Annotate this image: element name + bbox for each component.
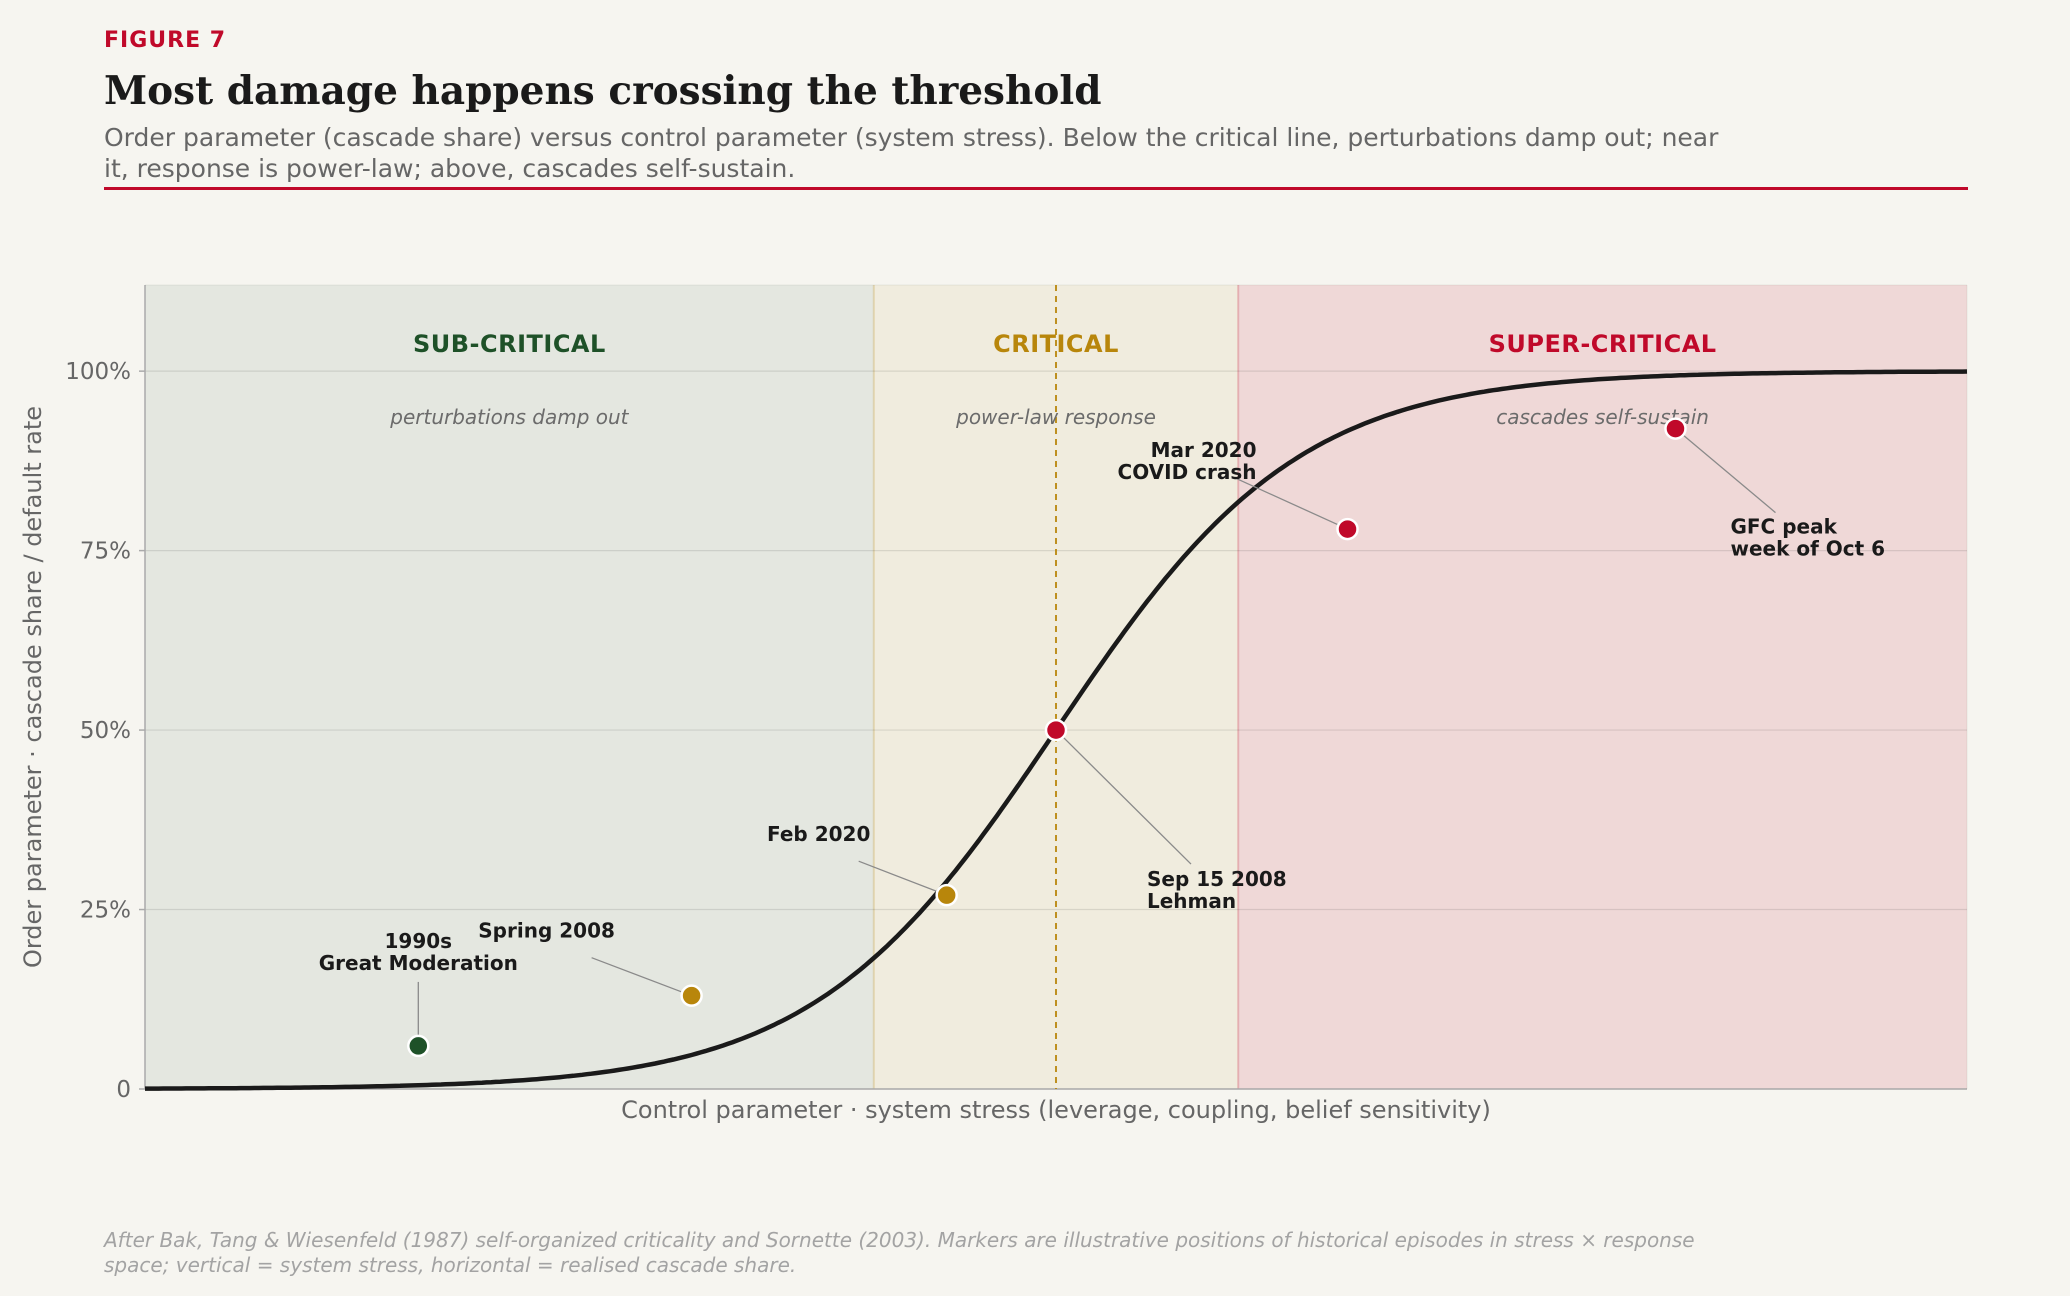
region-super-critical (1238, 285, 1967, 1089)
episode-point (935, 883, 958, 907)
chart-subtitle: Order parameter (cascade share) versus c… (104, 123, 1719, 183)
point-label: Great Moderation (319, 951, 518, 975)
y-tick-label: 75% (80, 539, 131, 565)
source-caption: After Bak, Tang & Wiesenfeld (1987) self… (104, 1228, 1695, 1277)
region-title: CRITICAL (993, 330, 1119, 358)
point-label: Spring 2008 (478, 919, 615, 943)
y-tick-label: 50% (80, 718, 131, 744)
point-label: Feb 2020 (767, 822, 870, 846)
y-axis-label: Order parameter · cascade share / defaul… (19, 406, 47, 968)
title-rule (104, 187, 1968, 190)
region-title: SUPER-CRITICAL (1489, 330, 1717, 358)
region-note: perturbations damp out (389, 405, 629, 429)
point-label: Lehman (1147, 889, 1236, 913)
annotation-leader (858, 860, 947, 896)
y-tick-label: 100% (65, 359, 131, 385)
y-tick-label: 25% (80, 898, 131, 924)
point-label: week of Oct 6 (1730, 537, 1885, 561)
annotation-leader (1055, 729, 1192, 865)
annotation-leader (1237, 478, 1348, 530)
annotation-leader (591, 957, 692, 997)
chart-title: Most damage happens crossing the thresho… (104, 68, 1102, 114)
episode-point (1336, 517, 1359, 541)
region-note: power-law response (955, 405, 1156, 429)
point-label: Mar 2020 (1151, 438, 1257, 462)
region-sub-critical (145, 285, 874, 1089)
point-label: Sep 15 2008 (1147, 867, 1287, 891)
figure-label: FIGURE 7 (104, 28, 227, 53)
region-title: SUB-CRITICAL (413, 330, 606, 358)
x-axis-label: Control parameter · system stress (lever… (621, 1096, 1491, 1124)
point-label: COVID crash (1118, 460, 1257, 484)
episode-point (1664, 417, 1687, 440)
episode-point (1044, 718, 1068, 742)
y-tick-label: 0 (116, 1077, 131, 1103)
point-label: 1990s (385, 929, 453, 953)
episode-point (680, 984, 703, 1007)
annotation-leader (1675, 428, 1776, 514)
point-label: GFC peak (1730, 515, 1837, 539)
episode-point (407, 1034, 430, 1058)
